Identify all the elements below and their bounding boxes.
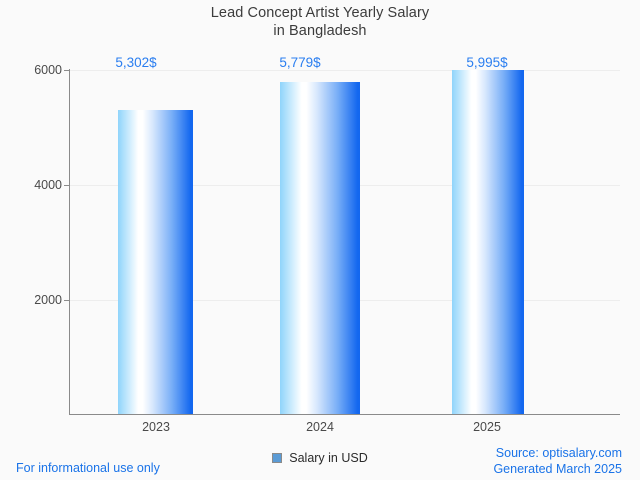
disclaimer-text: For informational use only (16, 461, 160, 475)
bar-value-label-2025: 5,995$ (466, 55, 508, 70)
legend-swatch-salary-in-usd (272, 453, 283, 463)
chart-title: Lead Concept Artist Yearly Salary in Ban… (0, 4, 640, 40)
plot-area (70, 70, 620, 414)
chart-title-line-2: in Bangladesh (273, 23, 367, 39)
y-axis-tick-label-4000: 4000 (34, 178, 62, 192)
y-axis-tick-label-2000: 2000 (34, 293, 62, 307)
source-text[interactable]: Source: optisalary.com (495, 446, 622, 460)
generated-date-text: Generated March 2025 (493, 461, 622, 476)
x-axis-label-2025: 2025 (473, 420, 501, 434)
y-axis-tick-mark-6000 (64, 70, 70, 71)
gridline-6000 (70, 70, 620, 71)
bar-2024[interactable] (280, 82, 360, 414)
chart-title-line-1: Lead Concept Artist Yearly Salary (210, 5, 430, 21)
y-axis-tick-mark-4000 (64, 185, 70, 186)
bar-value-label-2023: 5,302$ (115, 55, 157, 70)
x-axis-label-2023: 2023 (142, 420, 170, 434)
chart-legend: Salary in USD (0, 451, 640, 465)
legend-label-salary-in-usd[interactable]: Salary in USD (289, 451, 368, 465)
bar-2023[interactable] (118, 110, 193, 414)
y-axis-tick-label-6000: 6000 (34, 63, 62, 77)
x-axis-line (69, 414, 620, 415)
x-axis-label-2024: 2024 (306, 420, 334, 434)
y-axis-tick-mark-2000 (64, 300, 70, 301)
bar-2025[interactable] (452, 70, 524, 414)
bar-value-label-2024: 5,779$ (279, 55, 321, 70)
y-axis-line (69, 69, 70, 415)
source-block: Source: optisalary.com Generated March 2… (493, 446, 622, 477)
